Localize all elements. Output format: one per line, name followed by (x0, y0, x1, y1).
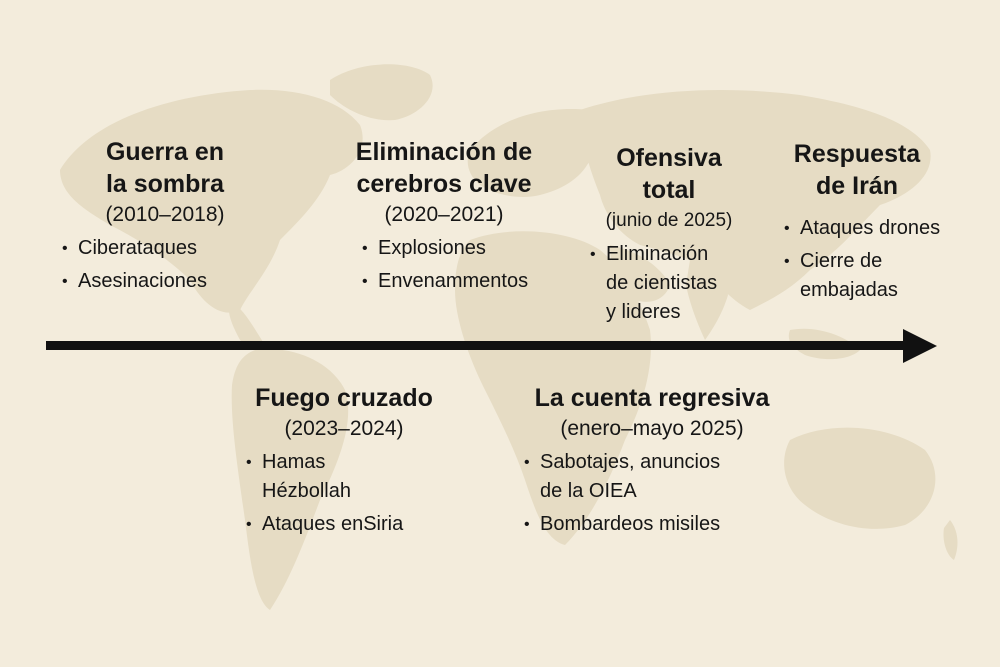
event-title: La cuenta regresiva (534, 384, 770, 412)
event-items: Eliminación de cientistas y lideres (588, 240, 754, 327)
event-guerra-en-la-sombra: Guerra en la sombra (2010–2018) Ciberata… (60, 136, 270, 300)
event-items: Explosiones Envenammentos (360, 234, 544, 296)
event-period: (junio de 2025) (605, 210, 733, 231)
event-fuego-cruzado: Fuego cruzado (2023–2024) Hamas Hézbolla… (244, 382, 444, 543)
asia-shape (580, 90, 931, 310)
event-period: (2020–2021) (384, 203, 504, 226)
event-eliminacion-de-cerebros: Eliminación de cerebros clave (2020–2021… (344, 136, 544, 300)
new-zealand-shape (943, 520, 958, 560)
event-title: Respuesta de Irán (793, 140, 921, 200)
event-items: Hamas Hézbollah Ataques enSiria (244, 448, 444, 539)
greenland-shape (330, 64, 433, 121)
event-item: Sabotajes, anuncios de la OIEA (522, 448, 782, 506)
event-item: Envenammentos (360, 267, 544, 296)
event-title: Eliminación de cerebros clave (355, 138, 533, 198)
event-respuesta-de-iran: Respuesta de Irán Ataques drones Cierre … (782, 138, 977, 309)
europe-shape (467, 109, 604, 197)
event-item: Eliminación de cientistas y lideres (588, 240, 754, 327)
event-item: Explosiones (360, 234, 544, 263)
australia-shape (784, 427, 936, 529)
event-item: Ataques enSiria (244, 510, 444, 539)
event-title: Guerra en la sombra (105, 138, 225, 198)
north-america-shape (60, 89, 363, 313)
event-title: Fuego cruzado (255, 384, 433, 412)
event-item: Hamas Hézbollah (244, 448, 444, 506)
event-item: Ataques drones (782, 214, 977, 243)
event-items: Ciberataques Asesinaciones (60, 234, 270, 296)
event-item: Bombardeos misiles (522, 510, 782, 539)
event-period: (2023–2024) (284, 417, 404, 440)
event-items: Ataques drones Cierre de embajadas (782, 214, 977, 305)
timeline-line (46, 341, 916, 350)
event-title: Ofensiva total (616, 144, 722, 204)
event-ofensiva-total: Ofensiva total (junio de 2025) Eliminaci… (584, 142, 754, 331)
timeline-arrowhead (903, 329, 937, 363)
event-item: Ciberataques (60, 234, 270, 263)
event-period: (enero–mayo 2025) (560, 417, 744, 440)
central-america-shape (228, 300, 265, 350)
event-la-cuenta-regresiva: La cuenta regresiva (enero–mayo 2025) Sa… (522, 382, 782, 543)
event-item: Asesinaciones (60, 267, 270, 296)
event-period: (2010–2018) (105, 203, 225, 226)
event-items: Sabotajes, anuncios de la OIEA Bombardeo… (522, 448, 782, 539)
event-item: Cierre de embajadas (782, 247, 977, 305)
